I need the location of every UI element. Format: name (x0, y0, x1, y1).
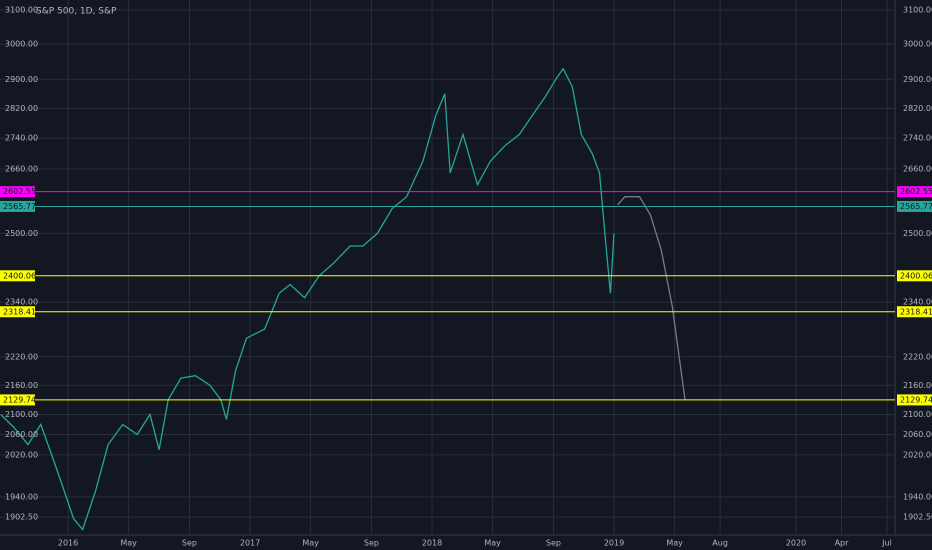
x-tick-label: Jul (881, 539, 892, 548)
x-tick-label: May (666, 539, 683, 548)
level-label-right-box (897, 394, 932, 406)
y-tick-label: 2820.00 (5, 104, 38, 113)
level-label-right-box (897, 270, 932, 282)
y-tick-label: 2020.00 (5, 450, 38, 459)
y-tick-label-right: 2500.00 (903, 229, 932, 238)
level-label-left: 2400.06 (3, 271, 36, 280)
x-tick-label: May (302, 539, 319, 548)
y-tick-label: 2220.00 (5, 352, 38, 361)
level-label-left: 2565.77 (3, 202, 36, 211)
level-label-left: 2318.41 (3, 307, 36, 316)
grid (0, 0, 895, 535)
y-tick-label: 2160.00 (5, 381, 38, 390)
y-tick-label: 3100.00 (5, 6, 38, 15)
y-tick-label: 2500.00 (5, 229, 38, 238)
x-tick-label: May (484, 539, 501, 548)
price-line (617, 196, 686, 400)
y-tick-label: 2340.00 (5, 298, 38, 307)
y-tick-label-right: 2900.00 (903, 75, 932, 84)
level-label-right: 2602.55 (900, 187, 932, 196)
level-label-left-box (0, 186, 35, 198)
x-tick-label: 2020 (786, 539, 806, 548)
y-tick-label-right: 2340.00 (903, 298, 932, 307)
marks (0, 67, 895, 531)
y-tick-label-right: 2220.00 (903, 352, 932, 361)
level-label-left-box (0, 306, 35, 318)
labels: 3100.00 3100.00 3000.00 3000.00 2900.00 2900.… (0, 6, 932, 548)
y-tick-label: 2100.00 (5, 410, 38, 419)
y-tick-label-right: 2160.00 (903, 381, 932, 390)
x-tick-label: Sep (364, 539, 379, 548)
y-tick-label-right: 2820.00 (903, 104, 932, 113)
level-label-left-box (0, 270, 35, 282)
level-label-left: 2602.55 (3, 187, 36, 196)
y-tick-label: 2060.00 (5, 430, 38, 439)
y-tick-label-right: 2100.00 (903, 410, 932, 419)
level-label-left-box (0, 200, 35, 212)
x-tick-label: 2016 (58, 539, 78, 548)
x-tick-label: 2019 (604, 539, 624, 548)
level-label-right: 2565.77 (900, 202, 932, 211)
y-tick-label: 2900.00 (5, 75, 38, 84)
x-tick-label: Sep (182, 539, 197, 548)
y-tick-label-right: 1902.50 (903, 513, 932, 522)
y-tick-label-right: 2660.00 (903, 164, 932, 173)
y-tick-label: 2740.00 (5, 134, 38, 143)
level-label-right: 2400.06 (900, 271, 932, 280)
x-tick-label: Sep (546, 539, 561, 548)
x-tick-label: Apr (835, 539, 850, 548)
y-tick-label: 1940.00 (5, 492, 38, 501)
y-tick-label-right: 2020.00 (903, 450, 932, 459)
x-tick-label: Aug (712, 539, 728, 548)
y-tick-label: 3000.00 (5, 40, 38, 49)
y-tick-label-right: 3000.00 (903, 40, 932, 49)
y-tick-label: 1902.50 (5, 513, 38, 522)
level-label-right: 2318.41 (900, 307, 932, 316)
y-tick-label-right: 1940.00 (903, 492, 932, 501)
level-label-right: 2129.74 (900, 395, 932, 404)
level-label-right-box (897, 200, 932, 212)
level-label-right-box (897, 306, 932, 318)
chart-title: S&P 500, 1D, S&P (36, 7, 117, 17)
y-tick-label: 2660.00 (5, 164, 38, 173)
y-tick-label-right: 3100.00 (903, 6, 932, 15)
level-label-right-box (897, 186, 932, 198)
x-tick-label: 2018 (422, 539, 442, 548)
y-tick-label-right: 2740.00 (903, 134, 932, 143)
y-tick-label-right: 2060.00 (903, 430, 932, 439)
level-label-left: 2129.74 (3, 395, 36, 404)
level-label-left-box (0, 394, 35, 406)
x-tick-label: 2017 (240, 539, 260, 548)
x-tick-label: May (120, 539, 137, 548)
